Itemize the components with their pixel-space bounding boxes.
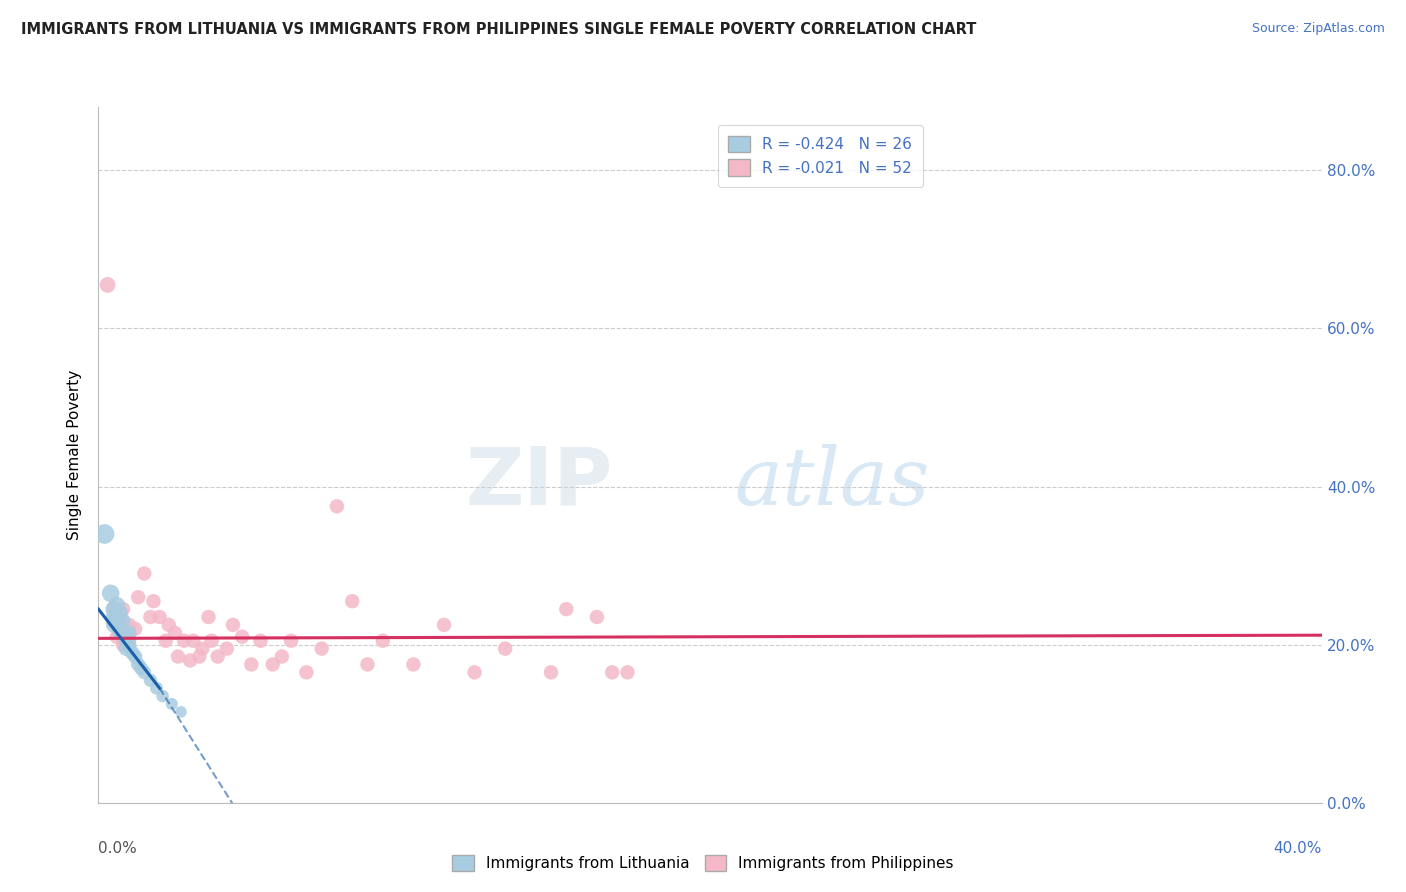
Point [270,649,292,664]
Point [134,566,156,581]
Point [108,610,131,624]
Point [160,697,183,711]
Text: ZIP: ZIP [465,443,613,522]
Point [142,594,165,608]
Point [103,618,125,632]
Point [200,633,222,648]
Point [134,665,156,680]
Point [179,653,201,667]
Point [118,618,141,632]
Point [103,614,125,628]
Point [464,665,486,680]
Point [139,673,162,688]
Point [93,527,115,541]
Point [115,641,138,656]
Point [188,649,211,664]
Point [207,649,229,664]
Point [249,633,271,648]
Point [121,646,143,660]
Point [152,689,174,703]
Point [111,638,134,652]
Point [222,618,245,632]
Point [240,657,263,672]
Point [118,638,141,652]
Point [129,661,152,675]
Point [127,657,149,672]
Point [326,500,349,514]
Point [115,638,138,652]
Point [356,657,378,672]
Point [108,622,131,636]
Point [103,602,125,616]
Point [157,618,180,632]
Legend: Immigrants from Lithuania, Immigrants from Philippines: Immigrants from Lithuania, Immigrants fr… [444,847,962,879]
Point [555,602,578,616]
Point [145,681,167,695]
Point [402,657,425,672]
Point [100,586,122,600]
Point [118,633,141,648]
Point [105,598,128,612]
Point [124,649,146,664]
Point [215,641,238,656]
Y-axis label: Single Female Poverty: Single Female Poverty [67,370,83,540]
Point [197,610,219,624]
Text: atlas: atlas [734,444,929,522]
Point [111,602,134,616]
Text: 40.0%: 40.0% [1274,841,1322,856]
Point [231,630,253,644]
Point [103,610,125,624]
Point [311,641,333,656]
Point [124,622,146,636]
Point [494,641,516,656]
Point [170,705,193,719]
Point [108,625,131,640]
Point [115,633,138,648]
Point [295,665,318,680]
Point [111,614,134,628]
Point [371,633,394,648]
Point [280,633,302,648]
Point [163,625,186,640]
Point [616,665,638,680]
Point [139,610,162,624]
Point [108,625,131,640]
Legend: R = -0.424   N = 26, R = -0.021   N = 52: R = -0.424 N = 26, R = -0.021 N = 52 [717,125,922,186]
Point [118,625,141,640]
Point [167,649,190,664]
Point [586,610,609,624]
Point [342,594,364,608]
Point [105,630,128,644]
Point [262,657,284,672]
Point [105,610,128,624]
Point [108,606,131,620]
Point [111,625,134,640]
Point [600,665,623,680]
Text: IMMIGRANTS FROM LITHUANIA VS IMMIGRANTS FROM PHILIPPINES SINGLE FEMALE POVERTY C: IMMIGRANTS FROM LITHUANIA VS IMMIGRANTS … [21,22,976,37]
Point [191,641,214,656]
Point [97,277,120,292]
Point [540,665,562,680]
Point [127,591,149,605]
Point [433,618,456,632]
Point [103,602,125,616]
Point [155,633,177,648]
Text: 0.0%: 0.0% [98,841,138,856]
Point [149,610,172,624]
Text: Source: ZipAtlas.com: Source: ZipAtlas.com [1251,22,1385,36]
Point [173,633,195,648]
Point [181,633,204,648]
